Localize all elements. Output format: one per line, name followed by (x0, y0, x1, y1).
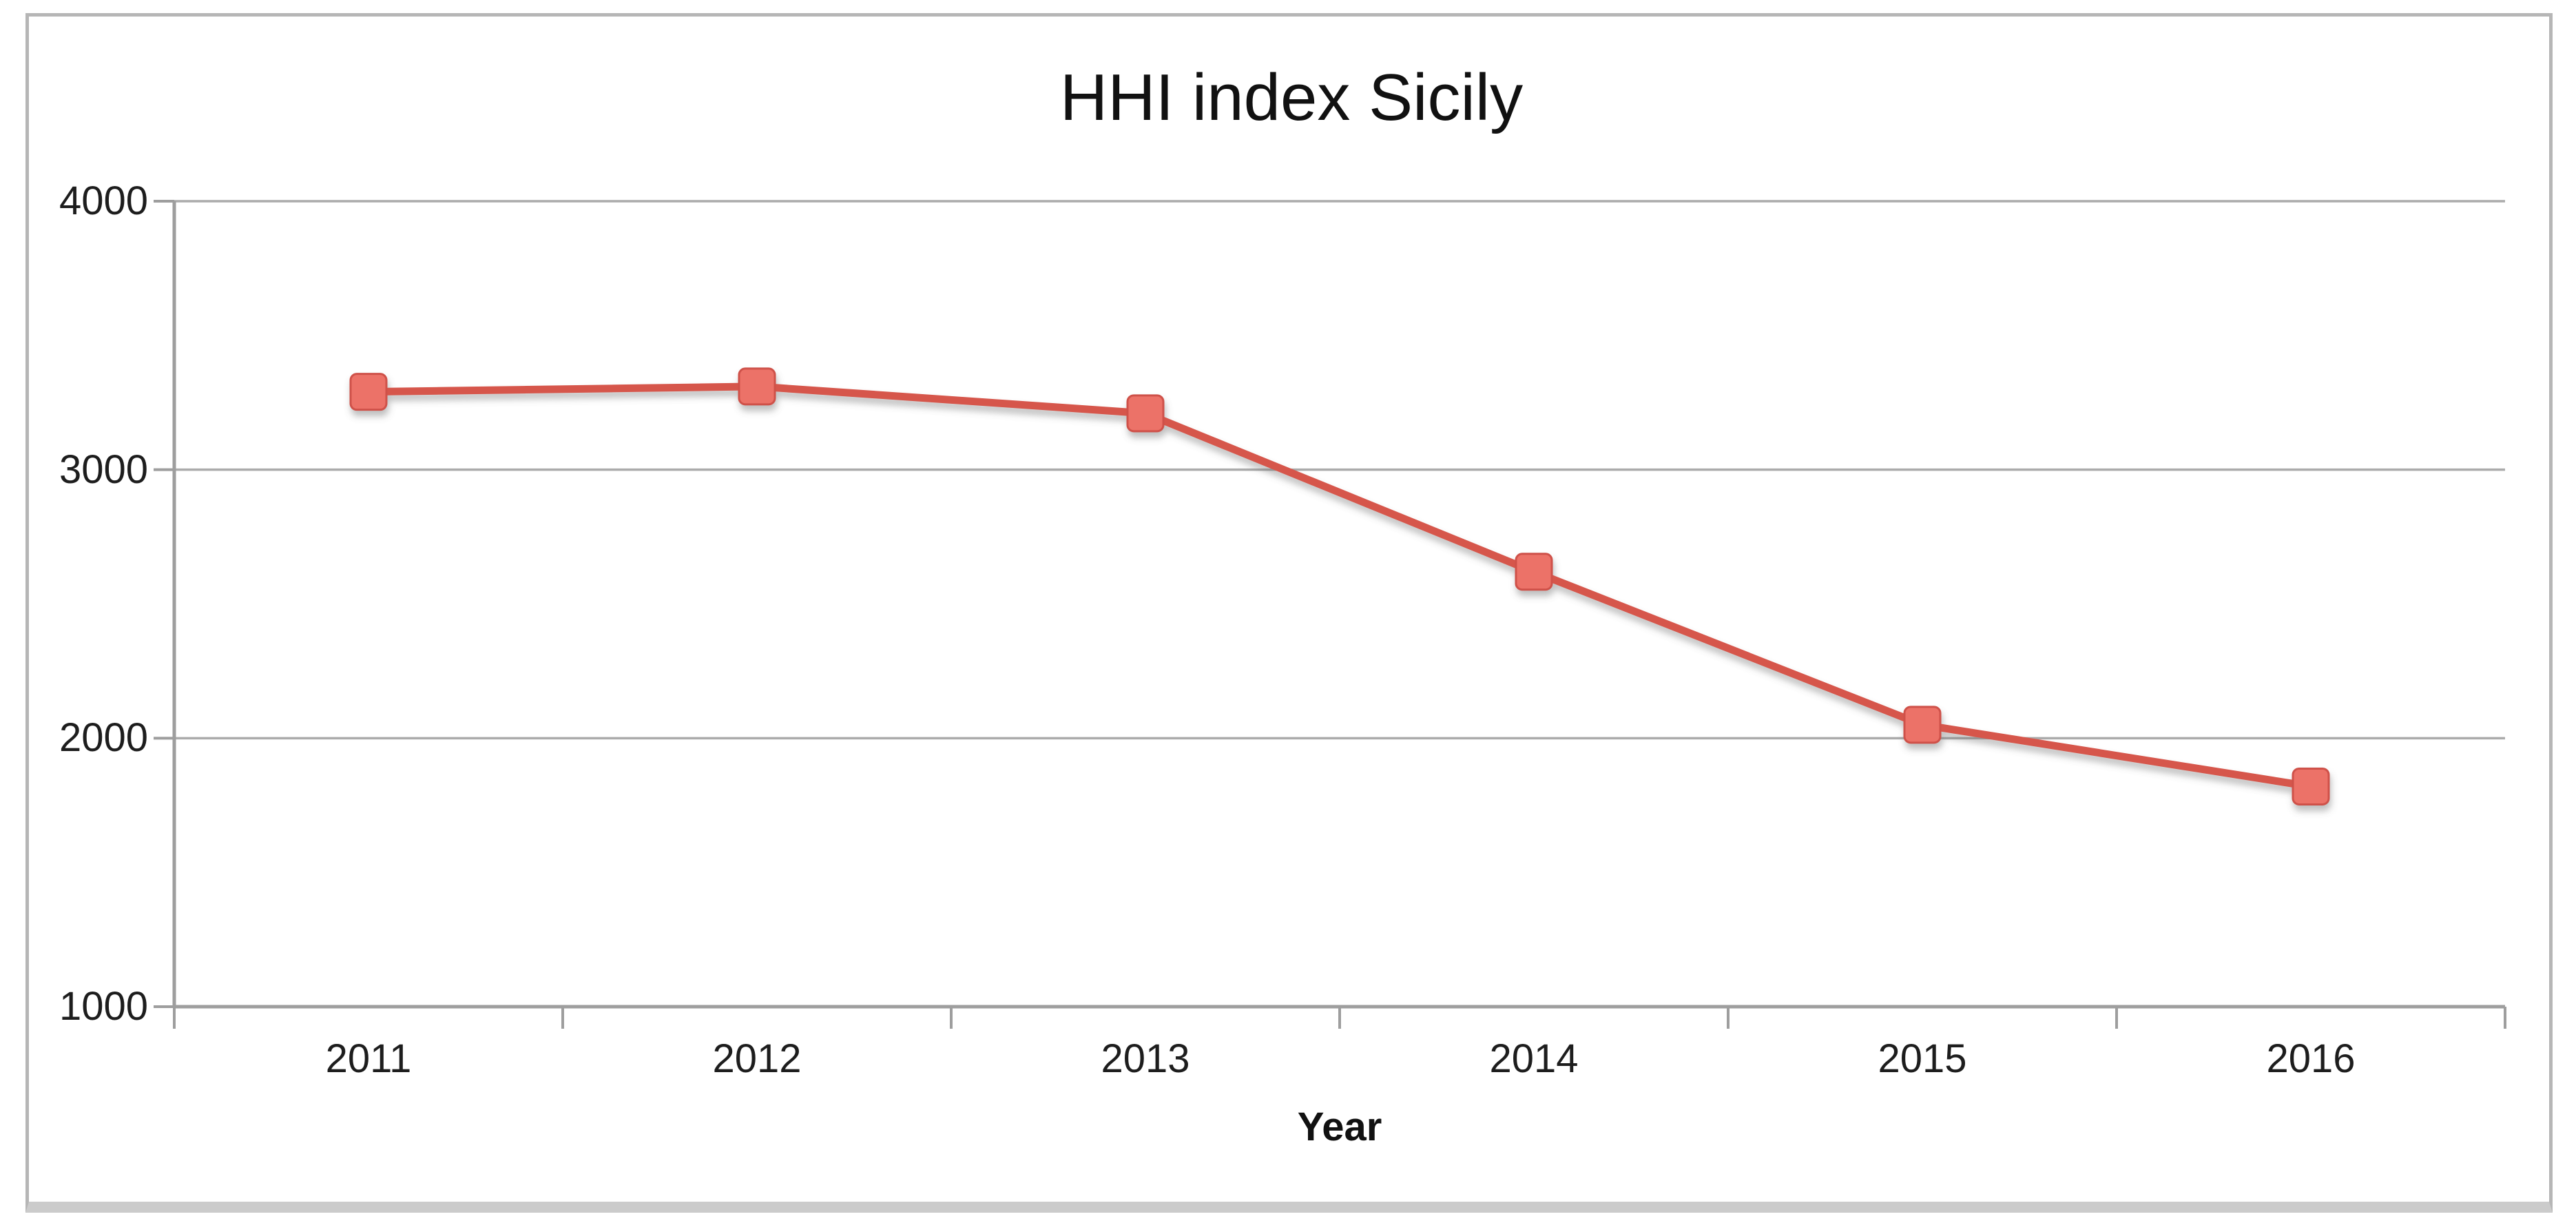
chart-plot-svg (154, 200, 2506, 1029)
x-tick-label-2012: 2012 (712, 1036, 802, 1081)
y-tick-label-3000: 3000 (59, 446, 148, 492)
data-line (364, 382, 2315, 790)
y-tick-label-1000: 1000 (59, 984, 148, 1029)
axes (154, 200, 2506, 1029)
data-point-2011 (349, 373, 388, 411)
x-tick-label-2011: 2011 (325, 1036, 412, 1081)
chart-frame (25, 13, 2553, 1213)
data-series (349, 367, 2330, 805)
y-tick-label-2000: 2000 (59, 715, 148, 761)
data-point-2014 (1515, 553, 1553, 591)
y-tick-label-4000: 4000 (59, 178, 148, 223)
gridlines (174, 200, 2505, 740)
x-axis-title: Year (1297, 1105, 1382, 1149)
data-point-2015 (1903, 706, 1942, 744)
x-tick-label-2016: 2016 (2266, 1036, 2356, 1081)
plot-area: 4000 3000 2000 1000 2011 2012 2013 2014 2015 201… (59, 178, 2506, 1081)
data-point-2016 (2292, 767, 2330, 805)
x-tick-label-2014: 2014 (1489, 1036, 1579, 1081)
chart-title: HHI index Sicily (1059, 61, 1524, 134)
x-tick-label-2015: 2015 (1878, 1036, 1967, 1081)
data-point-2012 (738, 367, 776, 406)
data-point-2013 (1126, 394, 1165, 433)
x-tick-label-2013: 2013 (1101, 1036, 1190, 1081)
